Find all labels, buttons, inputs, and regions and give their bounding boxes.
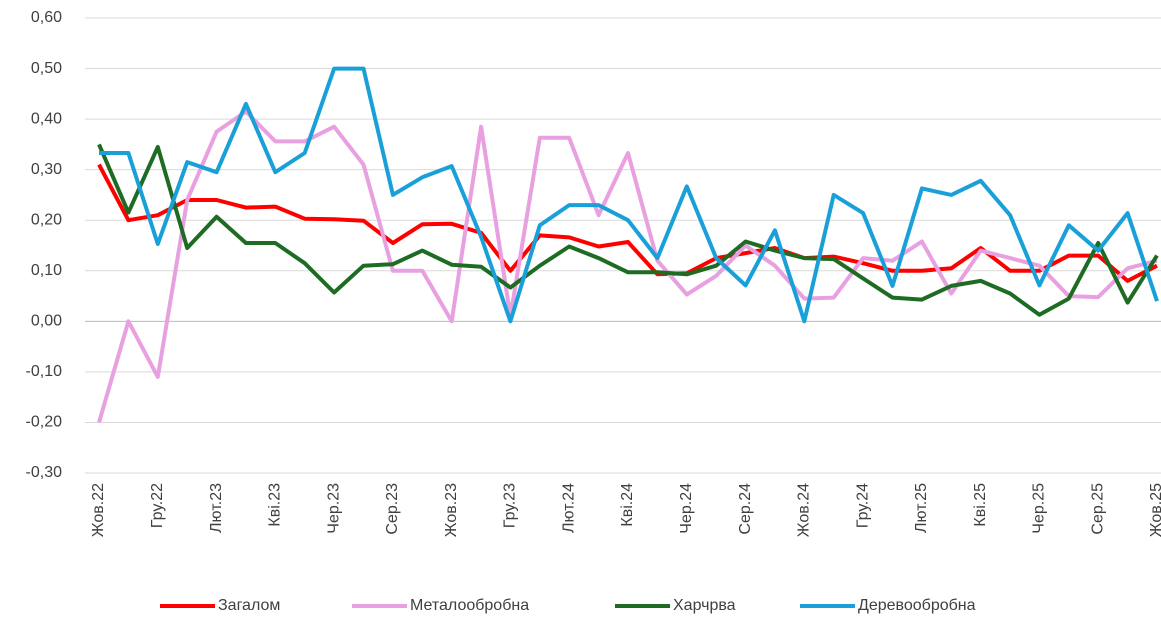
x-tick-label: Чер.24 <box>678 483 695 534</box>
x-tick-label: Гру.23 <box>502 483 519 528</box>
x-tick-label: Лют.23 <box>208 483 225 533</box>
x-tick-label: Чер.25 <box>1031 483 1048 534</box>
x-tick-label: Сер.24 <box>737 483 754 535</box>
x-tick-label: Жов.24 <box>796 483 813 537</box>
x-tick-label: Лют.25 <box>913 483 930 533</box>
x-tick-label: Чер.23 <box>325 483 342 534</box>
x-tick-label: Сер.23 <box>384 483 401 535</box>
y-tick-label: 0,20 <box>31 211 62 228</box>
x-tick-label: Кві.24 <box>619 483 636 527</box>
x-tick-label: Гру.22 <box>149 483 166 528</box>
y-tick-label: 0,30 <box>31 161 62 178</box>
y-tick-label: 0,50 <box>31 60 62 77</box>
y-tick-label: -0,20 <box>26 414 63 431</box>
x-tick-label: Жов.23 <box>443 483 460 537</box>
legend-label: Деревообробна <box>858 597 976 614</box>
legend-label: Металообробна <box>410 597 529 614</box>
x-tick-label: Кві.23 <box>267 483 284 527</box>
y-tick-label: 0,40 <box>31 110 62 127</box>
legend-label: Загалом <box>218 597 280 614</box>
x-tick-label: Кві.25 <box>972 483 989 527</box>
series-line <box>99 66 1159 324</box>
x-tick-label: Жов.22 <box>90 483 107 537</box>
y-tick-label: -0,10 <box>26 363 63 380</box>
y-tick-label: -0,30 <box>26 464 63 481</box>
y-tick-label: 0,60 <box>31 9 62 26</box>
legend-label: Харчрва <box>673 597 736 614</box>
y-tick-label: 0,00 <box>31 313 62 330</box>
x-tick-label: Сер.25 <box>1089 483 1106 535</box>
y-tick-label: 0,10 <box>31 262 62 279</box>
x-tick-label: Гру.24 <box>854 483 871 528</box>
series-line <box>97 143 1159 317</box>
x-tick-label: Лют.24 <box>560 483 577 533</box>
x-tick-label: Жов.25 <box>1148 483 1161 537</box>
series-line <box>97 109 1158 423</box>
series-line <box>97 163 1158 283</box>
